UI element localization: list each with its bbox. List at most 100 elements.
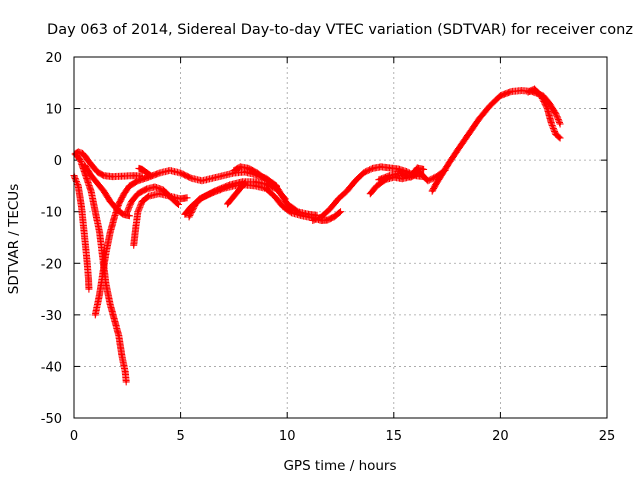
data-point: [307, 213, 310, 216]
data-point: [132, 244, 135, 247]
data-point: [136, 179, 140, 182]
data-point: [158, 171, 161, 175]
data-point: [275, 185, 278, 189]
data-point: [147, 195, 150, 198]
data-point: [83, 164, 86, 167]
data-point: [247, 167, 250, 170]
data-point: [125, 380, 128, 384]
data-point: [130, 200, 133, 203]
data-point: [170, 197, 174, 200]
y-tick-label: -30: [41, 309, 62, 324]
data-point: [232, 169, 236, 172]
data-point: [134, 226, 137, 229]
data-point: [158, 192, 161, 195]
data-point: [362, 171, 366, 174]
data-point: [264, 178, 268, 181]
data-point: [141, 200, 144, 203]
data-point: [82, 226, 85, 229]
data-point: [109, 200, 112, 203]
data-point: [375, 184, 378, 188]
chart-title: Day 063 of 2014, Sidereal Day-to-day VTE…: [47, 22, 633, 38]
data-point: [84, 155, 87, 159]
data-point: [320, 219, 323, 222]
data-point: [254, 180, 257, 183]
x-tick-label: 10: [279, 429, 296, 444]
y-tick-label: -20: [41, 257, 62, 272]
data-point: [539, 94, 543, 97]
data-point: [77, 184, 80, 188]
data-point: [137, 167, 141, 170]
y-axis-ticks: -50 -40 -30 -20 -10 0 10 20: [41, 51, 607, 427]
data-point: [239, 187, 242, 190]
data-point: [168, 169, 172, 172]
data-point: [194, 202, 197, 206]
data-point: [120, 354, 124, 358]
data-point: [558, 136, 562, 140]
data-point: [509, 90, 513, 93]
y-tick-label: 20: [45, 51, 62, 66]
data-point: [102, 174, 106, 177]
data-point: [213, 189, 216, 193]
data-point: [339, 210, 342, 213]
data-point: [441, 171, 444, 175]
data-point: [477, 117, 481, 121]
data-point: [153, 185, 157, 189]
y-tick-label: -50: [41, 412, 62, 427]
data-point: [548, 102, 551, 105]
data-point: [554, 133, 557, 136]
series-arc11: [224, 179, 249, 208]
data-point: [128, 214, 131, 217]
series-arc6: [130, 190, 191, 249]
data-point: [179, 171, 182, 175]
data-point: [92, 165, 95, 168]
y-tick-label: -10: [41, 206, 62, 221]
data-point: [121, 213, 125, 216]
x-tick-label: 5: [176, 429, 184, 444]
data-point: [87, 277, 90, 280]
data-point: [104, 282, 108, 286]
data-point: [87, 287, 91, 291]
data-point: [273, 195, 276, 198]
data-point: [226, 202, 229, 206]
data-point: [185, 196, 189, 199]
data-point: [448, 161, 451, 164]
data-point: [121, 174, 125, 178]
x-tick-label: 0: [70, 429, 78, 444]
data-point: [228, 183, 231, 187]
data-point: [81, 152, 84, 155]
plot-area: [70, 85, 564, 386]
data-point: [426, 179, 430, 182]
y-tick-label: 10: [45, 103, 62, 118]
data-point: [115, 207, 118, 211]
data-point: [98, 293, 101, 296]
data-point: [104, 251, 108, 255]
data-point: [101, 272, 105, 275]
data-point: [499, 94, 502, 97]
x-tick-label: 15: [386, 429, 403, 444]
data-point: [371, 167, 374, 170]
data-point: [96, 170, 99, 174]
data-point: [311, 219, 314, 222]
data-point: [286, 202, 289, 206]
data-point: [388, 174, 391, 177]
data-point: [89, 174, 93, 177]
data-point: [162, 188, 165, 192]
data-point: [96, 182, 99, 185]
data-point: [296, 210, 300, 213]
data-point: [243, 182, 246, 185]
data-point: [126, 210, 129, 213]
data-point: [111, 175, 114, 178]
data-point: [320, 215, 323, 219]
data-point: [520, 89, 523, 92]
data-point: [379, 165, 383, 168]
data-point: [84, 174, 87, 177]
data-point: [488, 104, 491, 108]
data-point: [526, 90, 530, 94]
x-tick-label: 25: [599, 429, 616, 444]
data-point: [326, 218, 329, 222]
x-tick-label: 20: [492, 429, 509, 444]
y-axis-label: SDTVAR / TECUs: [6, 184, 22, 294]
data-point: [117, 334, 121, 337]
x-axis-label: GPS time / hours: [283, 458, 396, 474]
